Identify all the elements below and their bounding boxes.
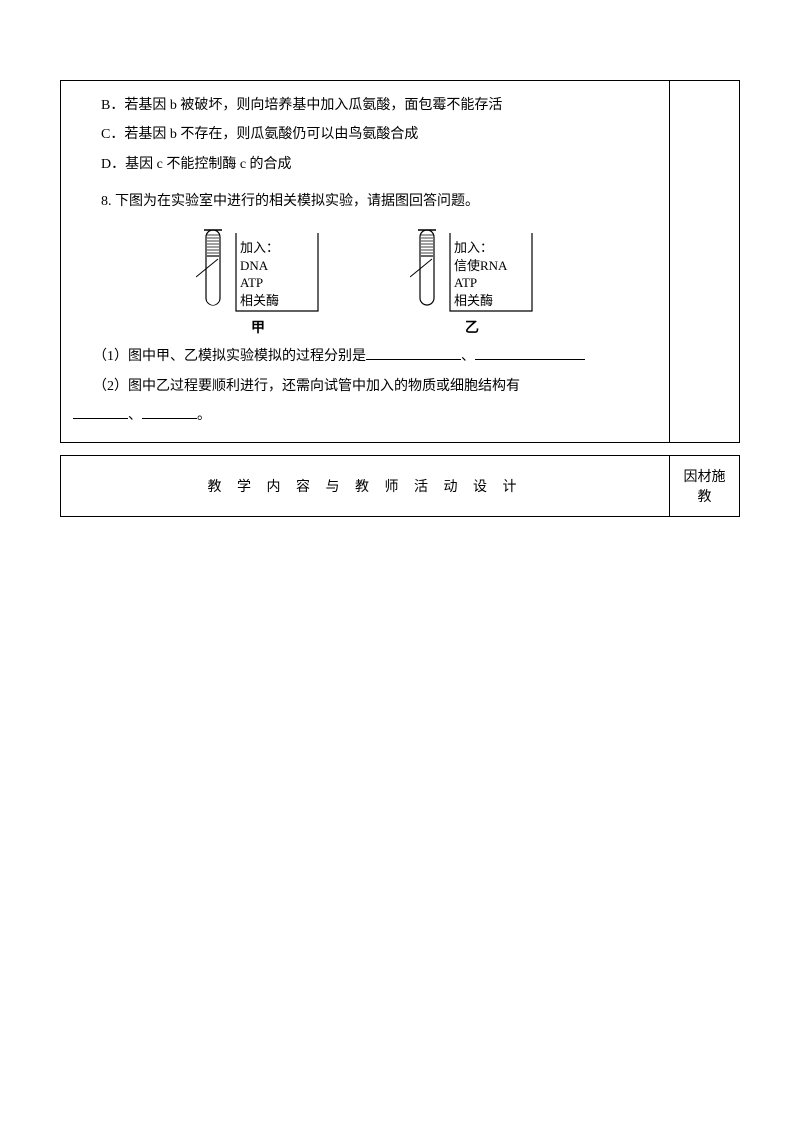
sub-question-2: （2）图中乙过程要顺利进行，还需向试管中加入的物质或细胞结构有: [73, 372, 657, 401]
caption-right: 乙: [465, 319, 479, 339]
label-box-right: 加入： 信使RNA ATP 相关酶 氨基酸: [444, 227, 534, 317]
left-line-2: 相关酶: [240, 291, 316, 308]
lower-left-cell: 教 学 内 容 与 教 师 活 动 设 计: [61, 456, 670, 517]
sub1-text: （1）图中甲、乙模拟实验模拟的过程分别是: [93, 349, 366, 364]
right-line-1: ATP: [454, 274, 530, 292]
option-c: C．若基因 b 不存在，则瓜氨酸仍可以由鸟氨酸合成: [73, 120, 657, 149]
left-line-0: DNA: [240, 256, 316, 274]
lower-table: 教 学 内 容 与 教 师 活 动 设 计 因材施教: [60, 455, 740, 517]
right-title: 加入：: [454, 239, 530, 257]
tube-right-group: 加入： 信使RNA ATP 相关酶 氨基酸 乙: [410, 227, 534, 339]
blank-2b[interactable]: [142, 404, 197, 419]
sub1-sep: 、: [461, 349, 475, 364]
test-tube-left-icon: [196, 227, 230, 317]
sub2-sep: 、: [128, 408, 142, 423]
option-d: D．基因 c 不能控制酶 c 的合成: [73, 150, 657, 179]
question-8: 8. 下图为在实验室中进行的相关模拟实验，请据图回答问题。: [73, 187, 657, 216]
caption-left: 甲: [251, 319, 265, 339]
content-cell: B．若基因 b 被破坏，则向培养基中加入瓜氨酸，面包霉不能存活 C．若基因 b …: [61, 81, 670, 443]
test-tube-right-icon: [410, 227, 444, 317]
label-box-left: 加入： DNA ATP 相关酶 核糖核苷酸: [230, 227, 320, 317]
upper-table: B．若基因 b 被破坏，则向培养基中加入瓜氨酸，面包霉不能存活 C．若基因 b …: [60, 80, 740, 443]
left-title: 加入：: [240, 239, 316, 257]
diagram: 加入： DNA ATP 相关酶 核糖核苷酸 甲: [73, 227, 657, 339]
blank-1a[interactable]: [366, 345, 461, 360]
blank-1b[interactable]: [475, 345, 585, 360]
left-line-1: ATP: [240, 274, 316, 292]
right-line-2: 相关酶: [454, 291, 530, 308]
blank-2a[interactable]: [73, 404, 128, 419]
sub-question-1: （1）图中甲、乙模拟实验模拟的过程分别是 、: [73, 342, 657, 371]
sub2-text: （2）图中乙过程要顺利进行，还需向试管中加入的物质或细胞结构有: [93, 379, 520, 394]
lower-right-cell: 因材施教: [670, 456, 740, 517]
upper-right-cell: [670, 81, 740, 443]
tube-left-group: 加入： DNA ATP 相关酶 核糖核苷酸 甲: [196, 227, 320, 339]
sub-question-2-blanks: 、。: [73, 401, 657, 430]
sub2-end: 。: [197, 408, 211, 423]
option-b: B．若基因 b 被破坏，则向培养基中加入瓜氨酸，面包霉不能存活: [73, 91, 657, 120]
right-line-0: 信使RNA: [454, 256, 530, 274]
